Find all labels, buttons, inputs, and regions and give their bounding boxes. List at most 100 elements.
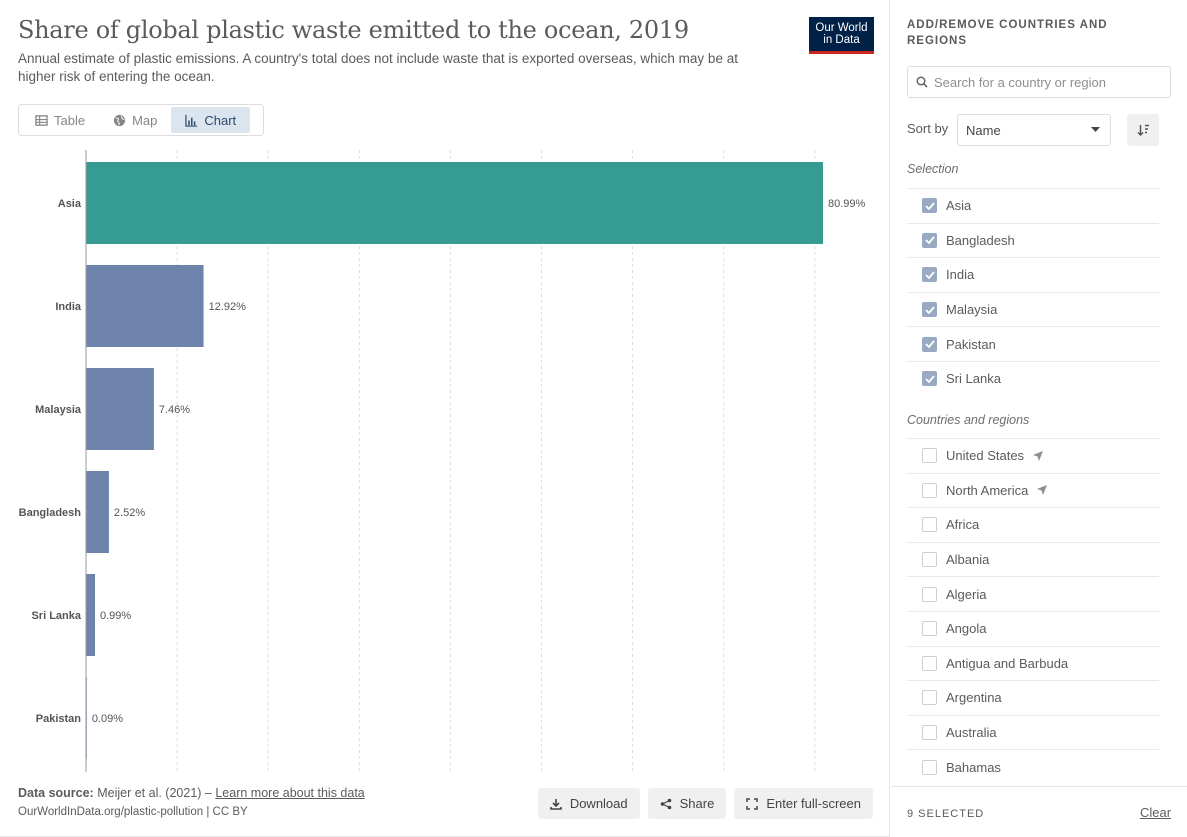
bar-india xyxy=(86,265,204,347)
checkbox[interactable] xyxy=(922,482,937,498)
download-button[interactable]: Download xyxy=(537,788,640,819)
selector-footer: 9 SELECTED Clear xyxy=(891,786,1187,837)
location-arrow-icon xyxy=(1033,450,1044,461)
chart-panel: Share of global plastic waste emitted to… xyxy=(0,0,890,837)
owid-logo[interactable]: Our World in Data xyxy=(809,17,874,54)
checkbox[interactable] xyxy=(922,517,937,533)
list-item[interactable]: Malaysia xyxy=(907,291,1159,327)
search-input[interactable] xyxy=(934,74,1164,90)
location-arrow-icon xyxy=(1037,485,1048,496)
checkbox-checked[interactable] xyxy=(922,336,937,352)
checkbox[interactable] xyxy=(922,759,937,775)
tab-table[interactable]: Table xyxy=(21,107,99,133)
category-label: Malaysia xyxy=(35,404,82,416)
logo-line2: in Data xyxy=(823,34,860,46)
chart-icon xyxy=(185,114,198,127)
tab-chart[interactable]: Chart xyxy=(171,107,251,133)
check-icon xyxy=(924,375,935,383)
checkbox[interactable] xyxy=(922,655,937,671)
list-item-label: Africa xyxy=(946,517,980,533)
list-item-label: Albania xyxy=(946,552,990,568)
checkbox-checked[interactable] xyxy=(922,302,937,318)
list-item[interactable]: Algeria xyxy=(907,576,1159,611)
checkbox-checked[interactable] xyxy=(922,232,937,248)
list-item[interactable]: Africa xyxy=(907,507,1159,542)
list-item[interactable]: India xyxy=(907,257,1159,292)
list-item-label: Argentina xyxy=(946,690,1002,706)
list-item-label: Asia xyxy=(946,198,972,214)
category-label: India xyxy=(55,301,82,313)
value-label: 0.09% xyxy=(92,713,123,725)
list-item-label: Australia xyxy=(946,725,997,741)
selector-title: ADD/REMOVE COUNTRIES AND REGIONS xyxy=(907,19,1108,47)
checkbox[interactable] xyxy=(922,690,937,706)
list-item-label: Pakistan xyxy=(946,336,996,352)
tab-table-label: Table xyxy=(54,112,86,128)
list-item[interactable]: Pakistan xyxy=(907,326,1159,361)
value-label: 0.99% xyxy=(100,610,131,622)
category-label: Bangladesh xyxy=(19,507,82,519)
tab-map[interactable]: Map xyxy=(99,107,171,133)
checkbox-checked[interactable] xyxy=(922,198,937,214)
globe-icon xyxy=(114,114,126,126)
checkbox[interactable] xyxy=(922,586,937,602)
list-item-label: Bangladesh xyxy=(946,232,1015,248)
chart-title: Share of global plastic waste emitted to… xyxy=(18,16,689,44)
list-item[interactable]: Bangladesh xyxy=(907,222,1159,258)
list-item-label: Malaysia xyxy=(946,302,998,318)
sort-value: Name xyxy=(966,122,1001,138)
checkbox[interactable] xyxy=(922,448,937,464)
value-label: 7.46% xyxy=(159,404,190,416)
list-item[interactable]: Sri Lanka xyxy=(907,360,1159,396)
list-item-label: North America xyxy=(946,482,1029,498)
tab-map-label: Map xyxy=(132,112,158,128)
clear-button[interactable]: Clear xyxy=(1140,805,1172,820)
value-label: 80.99% xyxy=(828,198,866,210)
share-label: Share xyxy=(679,796,715,811)
list-item[interactable]: Asia xyxy=(907,188,1159,223)
checkbox-checked[interactable] xyxy=(922,371,937,387)
share-button[interactable]: Share xyxy=(647,788,727,819)
sort-select[interactable]: Name xyxy=(957,114,1111,146)
list-item[interactable]: United States xyxy=(907,438,1159,473)
list-item-label: Sri Lanka xyxy=(946,371,1001,387)
fullscreen-label: Enter full-screen xyxy=(766,796,861,811)
bar-chart: Asia 80.99% India 12.92% Malaysia 7.46% Bangla… xyxy=(19,150,866,772)
list-item[interactable]: Angola xyxy=(907,610,1159,646)
countries-list: United States North America Africa Albania A… xyxy=(907,438,1159,784)
selected-count: 9 SELECTED xyxy=(907,808,985,820)
caret-down-icon xyxy=(1091,127,1100,132)
learn-more-link[interactable]: Learn more about this data xyxy=(215,786,365,800)
table-icon xyxy=(35,114,48,126)
action-bar: Download Share Enter full-screen xyxy=(537,788,873,819)
selection-label: Selection xyxy=(907,162,959,176)
source-url[interactable]: OurWorldInData.org/plastic-pollution | C… xyxy=(18,806,248,818)
logo-line1: Our World xyxy=(815,22,868,34)
chart-subtitle: Annual estimate of plastic emissions. A … xyxy=(18,51,738,84)
view-tabs: Table Map Chart xyxy=(18,104,264,136)
list-item-label: Antigua and Barbuda xyxy=(946,655,1069,671)
selected-list: Asia Bangladesh India Malaysia Pakistan Sri L… xyxy=(907,188,1159,396)
list-item-label: Algeria xyxy=(946,586,987,602)
list-item-label: United States xyxy=(946,448,1025,464)
fullscreen-button[interactable]: Enter full-screen xyxy=(734,788,873,819)
category-label: Sri Lanka xyxy=(31,610,81,622)
list-item[interactable]: Australia xyxy=(907,714,1159,750)
checkbox[interactable] xyxy=(922,621,937,637)
sort-order-button[interactable] xyxy=(1127,114,1159,146)
data-source: Data source: Meijer et al. (2021) – Lear… xyxy=(18,786,365,800)
list-item[interactable]: Argentina xyxy=(907,680,1159,715)
check-icon xyxy=(924,202,935,210)
value-label: 2.52% xyxy=(114,507,145,519)
list-item[interactable]: Bahamas xyxy=(907,749,1159,784)
list-item[interactable]: Albania xyxy=(907,541,1159,577)
search-box[interactable] xyxy=(907,66,1171,98)
checkbox[interactable] xyxy=(922,725,937,741)
checkbox-checked[interactable] xyxy=(922,267,937,283)
list-item-label: Bahamas xyxy=(946,759,1001,775)
list-item[interactable]: North America xyxy=(907,472,1159,508)
countries-label: Countries and regions xyxy=(907,413,1030,427)
list-item[interactable]: Antigua and Barbuda xyxy=(907,645,1159,681)
checkbox[interactable] xyxy=(922,552,937,568)
list-item-label: India xyxy=(946,267,975,283)
